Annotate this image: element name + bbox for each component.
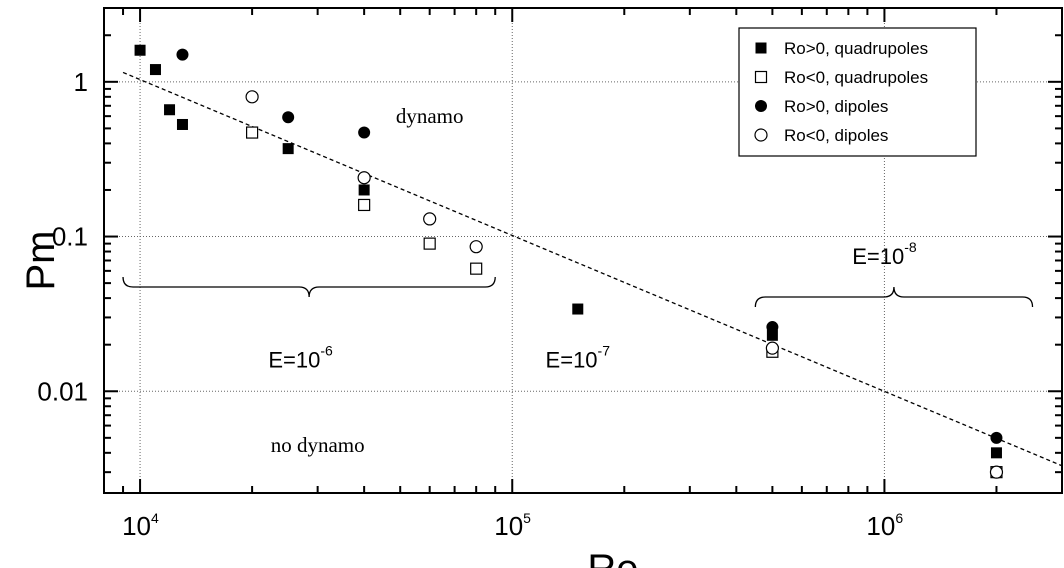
legend-entry: Ro<0, dipoles: [784, 126, 888, 145]
data-point: [990, 431, 1003, 444]
trend-line: [122, 71, 1063, 467]
legend-box: [738, 27, 977, 157]
plot-frame: [103, 7, 1063, 494]
x-tick-label: 106: [866, 510, 903, 541]
data-point: [246, 126, 259, 139]
legend-marker: [755, 42, 767, 54]
brace-label: E=10-7: [546, 343, 611, 373]
y-tick-label: 0.01: [37, 376, 88, 406]
data-point: [766, 321, 779, 334]
data-point: [990, 447, 1002, 459]
data-point: [149, 64, 161, 76]
legend-entry: Ro>0, dipoles: [784, 97, 888, 116]
data-point: [282, 111, 295, 124]
legend-marker: [754, 70, 768, 84]
data-point: [358, 198, 371, 212]
legend-entry: Ro<0, quadrupoles: [784, 68, 928, 87]
legend: Ro>0, quadrupoles Ro<0, quadrupoles Ro>0, …: [738, 27, 977, 157]
y-tick-label: 0.1: [52, 222, 88, 252]
x-axis-title: Re: [587, 547, 638, 568]
data-point: [176, 118, 188, 130]
x-tick-label: 105: [494, 510, 531, 541]
data-point: [765, 341, 779, 355]
brace-label: E=10-6: [268, 343, 333, 373]
brace-layer: E=10-6 E=10-7 E=10-8: [122, 239, 1034, 373]
data-point: [766, 329, 778, 341]
annotations: dynamo no dynamo: [271, 104, 464, 457]
x-tick-label: 104: [122, 510, 159, 541]
y-axis-title: Pm: [19, 231, 63, 291]
data-points: [134, 44, 1004, 479]
data-point: [134, 44, 146, 56]
data-point: [164, 104, 176, 116]
data-point: [572, 303, 584, 315]
brace-label: E=10-8: [852, 239, 917, 269]
legend-marker: [755, 100, 767, 112]
data-point: [423, 237, 436, 250]
data-point: [282, 143, 294, 155]
legend-marker: [754, 128, 768, 142]
data-point: [176, 48, 189, 61]
data-point: [470, 262, 483, 275]
axis-ticks: [103, 7, 1063, 493]
region-label: no dynamo: [271, 433, 365, 457]
data-point: [245, 90, 259, 104]
brace: [122, 276, 496, 298]
legend-entry: Ro>0, quadrupoles: [784, 39, 928, 58]
data-point: [423, 212, 437, 226]
brace: [754, 286, 1034, 308]
data-point: [358, 184, 370, 196]
data-point: [989, 465, 1004, 479]
region-label: dynamo: [396, 104, 464, 128]
data-point: [358, 126, 371, 139]
data-point: [357, 171, 371, 185]
trend-line-layer: [122, 71, 1063, 467]
y-tick-label: 1: [74, 67, 88, 97]
tick-labels: 104 105 106 1 0.1 0.01: [37, 67, 903, 541]
data-point: [469, 240, 483, 254]
